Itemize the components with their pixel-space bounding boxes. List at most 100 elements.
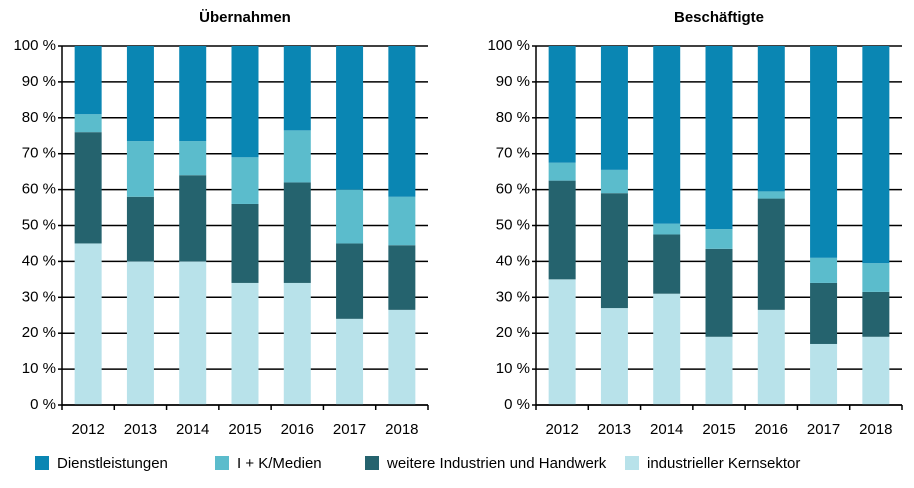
bar-segment (810, 343, 838, 405)
x-tick-label: 2018 (859, 421, 892, 438)
x-tick-label: 2017 (333, 421, 366, 438)
x-tick-label: 2012 (71, 421, 104, 438)
y-tick-label: 30 % (496, 288, 530, 305)
legend-label: Dienstleistungen (57, 455, 168, 472)
bar-segment (231, 157, 259, 204)
x-tick-label: 2015 (702, 421, 735, 438)
bar-segment (126, 196, 154, 262)
bar-segment (74, 46, 102, 115)
bar-segment (600, 308, 628, 405)
bar-segment (653, 234, 681, 294)
bar-segment (862, 46, 890, 264)
bar-segment (862, 263, 890, 292)
bar-segment (810, 257, 838, 283)
legend-swatch (625, 456, 639, 470)
bar-segment (600, 46, 628, 170)
y-tick-label: 90 % (22, 73, 56, 90)
y-tick-label: 20 % (496, 324, 530, 341)
y-tick-label: 70 % (496, 145, 530, 162)
bar-segment (336, 189, 364, 244)
bar-segment (388, 245, 416, 310)
bar-segment (757, 309, 785, 405)
x-tick-label: 2017 (807, 421, 840, 438)
y-tick-label: 50 % (22, 216, 56, 233)
x-tick-label: 2014 (176, 421, 209, 438)
bar-segment (388, 196, 416, 246)
bar-segment (862, 336, 890, 405)
y-tick-label: 90 % (496, 73, 530, 90)
bar-segment (283, 46, 311, 131)
bar-segment (336, 318, 364, 405)
legend-swatch (365, 456, 379, 470)
bar-segment (283, 130, 311, 183)
bar-segment (74, 132, 102, 244)
y-tick-label: 100 % (13, 37, 56, 54)
y-tick-label: 70 % (22, 145, 56, 162)
bar-segment (653, 293, 681, 405)
bar-segment (548, 279, 576, 405)
bar-segment (600, 169, 628, 194)
bar-segment (810, 46, 838, 258)
x-tick-label: 2016 (281, 421, 314, 438)
bar-segment (179, 46, 207, 142)
bar-segment (705, 248, 733, 337)
bar-segment (810, 282, 838, 344)
y-tick-label: 0 % (30, 396, 56, 413)
y-tick-label: 80 % (496, 109, 530, 126)
bar-segment (548, 162, 576, 181)
bar-segment (388, 46, 416, 197)
bar-segment (862, 291, 890, 337)
legend-swatch (35, 456, 49, 470)
bar-segment (757, 198, 785, 310)
bar-segment (757, 191, 785, 199)
bar-segment (705, 229, 733, 249)
bar-segment (231, 282, 259, 405)
bar-segment (548, 180, 576, 280)
bar-segment (231, 46, 259, 158)
x-tick-label: 2013 (124, 421, 157, 438)
y-tick-label: 100 % (487, 37, 530, 54)
bar-segment (600, 193, 628, 309)
y-tick-label: 40 % (496, 252, 530, 269)
y-tick-label: 30 % (22, 288, 56, 305)
bar-segment (126, 261, 154, 405)
legend-label: weitere Industrien und Handwerk (386, 455, 607, 472)
y-tick-label: 60 % (22, 181, 56, 198)
y-tick-label: 0 % (504, 396, 530, 413)
bar-segment (653, 46, 681, 224)
bar-segment (126, 141, 154, 197)
bar-segment (283, 182, 311, 283)
x-tick-label: 2016 (755, 421, 788, 438)
legend-label: industrieller Kernsektor (647, 455, 800, 472)
bar-segment (336, 243, 364, 319)
y-tick-label: 80 % (22, 109, 56, 126)
x-tick-label: 2018 (385, 421, 418, 438)
bar-segment (336, 46, 364, 190)
bar-segment (74, 243, 102, 405)
legend-swatch (215, 456, 229, 470)
legend-label: I + K/Medien (237, 455, 322, 472)
bar-segment (231, 203, 259, 283)
bar-segment (179, 261, 207, 405)
bar-segment (757, 46, 785, 192)
bar-segment (283, 282, 311, 405)
x-tick-label: 2015 (228, 421, 261, 438)
chart-title: Übernahmen (199, 9, 291, 26)
y-tick-label: 10 % (22, 360, 56, 377)
x-tick-label: 2013 (598, 421, 631, 438)
bar-segment (705, 46, 733, 230)
x-tick-label: 2012 (545, 421, 578, 438)
y-tick-label: 50 % (496, 216, 530, 233)
bar-segment (705, 336, 733, 405)
y-tick-label: 40 % (22, 252, 56, 269)
bar-segment (653, 223, 681, 235)
y-tick-label: 20 % (22, 324, 56, 341)
chart-title: Beschäftigte (674, 9, 764, 26)
bar-segment (74, 114, 102, 133)
bar-segment (179, 175, 207, 262)
bar-segment (179, 141, 207, 176)
y-tick-label: 60 % (496, 181, 530, 198)
x-tick-label: 2014 (650, 421, 683, 438)
y-tick-label: 10 % (496, 360, 530, 377)
